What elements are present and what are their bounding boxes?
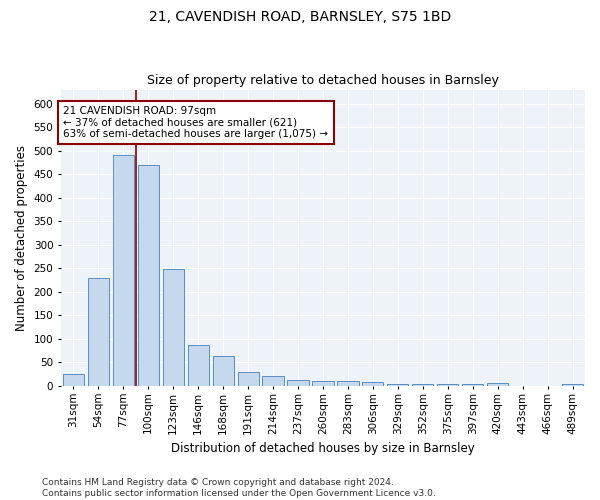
Bar	[163, 270, 184, 386]
Y-axis label: Number of detached properties: Number of detached properties	[15, 145, 28, 331]
Bar	[412, 384, 433, 386]
Bar	[437, 384, 458, 386]
Bar	[262, 376, 284, 386]
X-axis label: Distribution of detached houses by size in Barnsley: Distribution of detached houses by size …	[171, 442, 475, 455]
Title: Size of property relative to detached houses in Barnsley: Size of property relative to detached ho…	[147, 74, 499, 87]
Bar	[88, 278, 109, 386]
Text: 21, CAVENDISH ROAD, BARNSLEY, S75 1BD: 21, CAVENDISH ROAD, BARNSLEY, S75 1BD	[149, 10, 451, 24]
Bar	[487, 382, 508, 386]
Bar	[188, 344, 209, 386]
Bar	[362, 382, 383, 386]
Bar	[313, 382, 334, 386]
Bar	[562, 384, 583, 386]
Bar	[337, 382, 359, 386]
Bar	[462, 384, 484, 386]
Bar	[212, 356, 234, 386]
Bar	[63, 374, 84, 386]
Text: Contains HM Land Registry data © Crown copyright and database right 2024.
Contai: Contains HM Land Registry data © Crown c…	[42, 478, 436, 498]
Bar	[387, 384, 409, 386]
Bar	[287, 380, 308, 386]
Bar	[238, 372, 259, 386]
Bar	[137, 165, 159, 386]
Text: 21 CAVENDISH ROAD: 97sqm
← 37% of detached houses are smaller (621)
63% of semi-: 21 CAVENDISH ROAD: 97sqm ← 37% of detach…	[64, 106, 328, 139]
Bar	[113, 156, 134, 386]
